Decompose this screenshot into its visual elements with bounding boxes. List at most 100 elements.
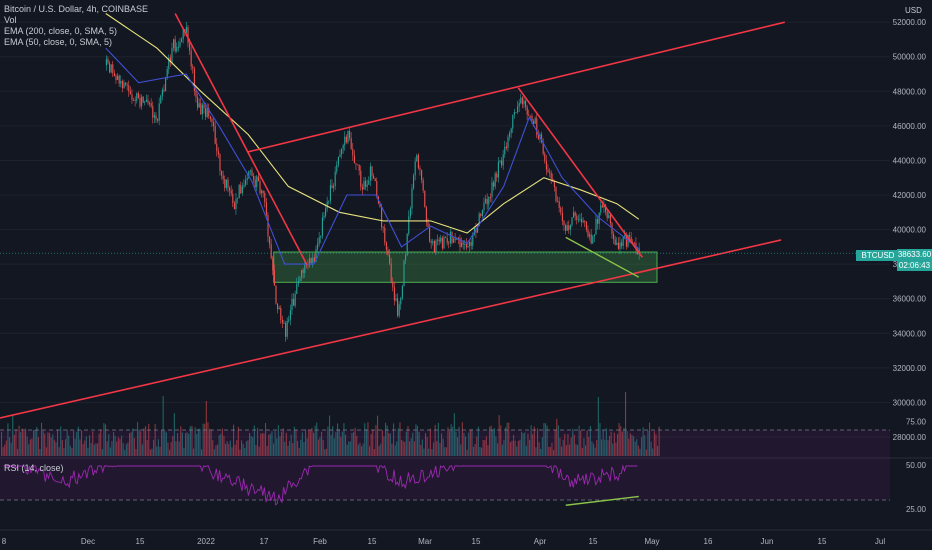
volume-bar — [31, 438, 33, 456]
candle-body — [248, 170, 250, 179]
time-tick-label: Apr — [534, 537, 547, 546]
time-tick-label: 15 — [472, 537, 481, 546]
volume-bar — [141, 444, 143, 456]
volume-bar — [434, 424, 436, 456]
candle-body — [477, 226, 479, 233]
candle-body — [349, 131, 351, 138]
volume-bar — [631, 434, 633, 456]
candle-body — [438, 239, 440, 242]
time-tick-label: 15 — [368, 537, 377, 546]
volume-bar — [439, 442, 441, 456]
candle-body — [536, 118, 538, 136]
volume-bar — [330, 434, 332, 456]
candle-body — [461, 242, 463, 248]
volume-bar — [215, 445, 217, 456]
candle-body — [614, 239, 616, 245]
volume-bar — [239, 449, 241, 456]
candle-body — [107, 59, 109, 64]
candle-body — [150, 103, 152, 107]
candle-body — [153, 115, 155, 118]
candle-body — [275, 285, 277, 304]
volume-bar — [76, 431, 78, 456]
candle-body — [422, 180, 424, 191]
volume-bar — [305, 429, 307, 456]
volume-bar — [572, 428, 574, 456]
candle-body — [390, 263, 392, 282]
volume-bar — [156, 446, 158, 456]
volume-bar — [178, 441, 180, 456]
volume-bar — [229, 440, 231, 456]
candle-body — [379, 203, 381, 207]
candle-body — [486, 198, 488, 205]
volume-bar — [5, 440, 7, 456]
candle-body — [545, 160, 547, 170]
candle-body — [465, 243, 467, 248]
candle-body — [289, 310, 291, 320]
candle-body — [525, 100, 527, 107]
candle-body — [193, 68, 195, 91]
candle-body — [241, 186, 243, 194]
candle-body — [337, 157, 339, 165]
volume-bar — [12, 415, 14, 456]
candle-body — [312, 257, 314, 263]
volume-bar — [169, 449, 171, 456]
volume-bar — [74, 438, 76, 456]
candle-body — [245, 180, 247, 185]
candle-body — [280, 307, 282, 320]
candle-body — [638, 248, 640, 255]
candle-body — [405, 255, 407, 261]
candle-body — [592, 236, 594, 244]
candle-body — [371, 166, 373, 176]
volume-bar — [81, 430, 83, 456]
candle-body — [176, 47, 178, 52]
volume-bar — [212, 440, 214, 456]
volume-bar — [444, 447, 446, 456]
price-tick-label: 30000.00 — [893, 398, 927, 407]
candle-body — [600, 205, 602, 213]
volume-bar — [89, 435, 91, 456]
candle-body — [441, 237, 443, 249]
volume-bar — [247, 440, 249, 456]
volume-bar — [9, 437, 11, 456]
candle-body — [430, 240, 432, 243]
candle-body — [504, 146, 506, 155]
candle-body — [264, 192, 266, 203]
volume-bar — [617, 433, 619, 456]
candle-body — [160, 95, 162, 104]
candle-body — [427, 222, 429, 227]
candle-body — [595, 219, 597, 235]
volume-bar — [188, 433, 190, 456]
volume-bar — [273, 443, 275, 456]
volume-bar — [162, 396, 164, 456]
candle-body — [381, 206, 383, 227]
candle-body — [505, 146, 507, 149]
candle-body — [310, 258, 312, 263]
candle-body — [448, 242, 450, 244]
volume-bar — [604, 439, 606, 456]
candle-body — [523, 100, 525, 105]
volume-bar — [236, 440, 238, 456]
volume-bar — [140, 431, 142, 456]
candle-body — [182, 29, 184, 39]
rsi-tick-label: 75.00 — [906, 417, 927, 426]
candle-body — [365, 180, 367, 187]
candle-body — [497, 161, 499, 178]
candle-body — [622, 236, 624, 246]
candle-body — [464, 243, 466, 245]
volume-bar — [498, 415, 500, 456]
volume-bar — [2, 447, 4, 456]
price-tick-label: 52000.00 — [893, 18, 927, 27]
volume-bar — [87, 447, 89, 456]
volume-bar — [161, 429, 163, 456]
volume-bar — [201, 449, 203, 456]
volume-bar — [292, 443, 294, 456]
time-tick-label: Dec — [81, 537, 95, 546]
volume-bar — [21, 428, 23, 456]
volume-bar — [605, 428, 607, 456]
volume-bar — [653, 431, 655, 456]
candle-body — [574, 212, 576, 216]
chart-legend: Bitcoin / U.S. Dollar, 4h, COINBASE Vol … — [4, 4, 148, 48]
volume-bar — [15, 429, 17, 456]
volume-bar — [297, 440, 299, 456]
